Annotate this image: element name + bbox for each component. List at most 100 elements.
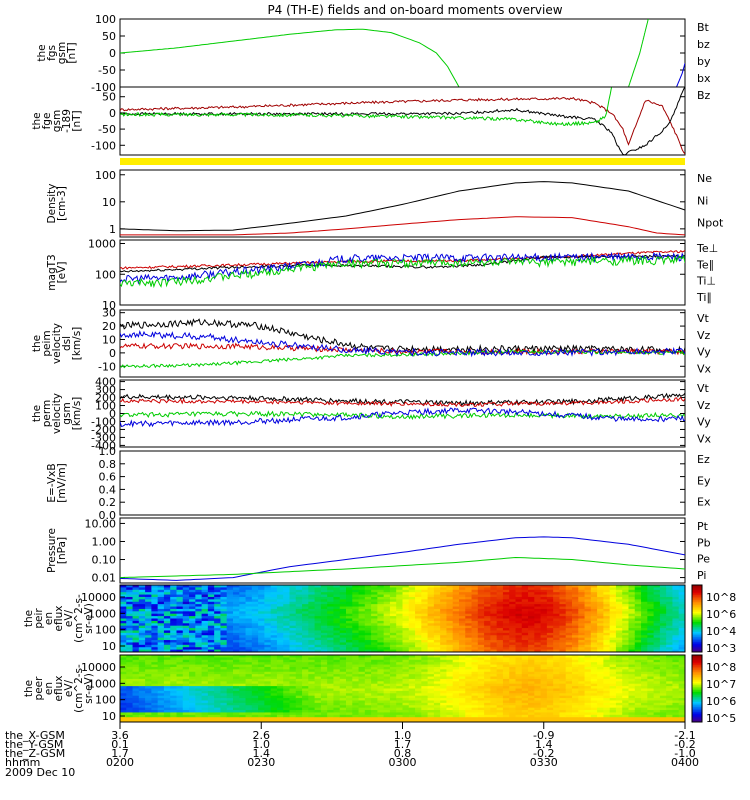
spectrogram-cell [295,719,303,723]
spectrogram-cell [490,611,498,615]
spectrogram-cell [572,688,579,692]
spectrogram-cell [609,606,617,610]
spectrogram-cell [176,719,184,723]
spectrogram-cell [465,630,473,634]
spectrogram-cell [559,671,567,675]
spectrogram-cell [346,649,353,653]
spectrogram-cell [189,585,196,588]
spectrogram-cell [170,608,177,612]
spectrogram-cell [415,589,422,593]
spectrogram-cell [672,637,680,641]
spectrogram-cell [207,599,215,603]
spectrogram-cell [239,596,247,600]
spectrogram-cell [603,649,611,653]
spectrogram-cell [446,637,454,641]
spectrogram-cell [214,671,221,675]
spectrogram-cell [427,644,435,648]
spectrogram-cell [584,705,592,709]
spectrogram-cell [270,620,278,624]
spectrogram-cell [534,662,542,666]
spectrogram-cell [565,594,573,598]
spectrogram-cell [628,649,636,653]
spectrogram-cell [195,640,203,643]
spectrogram-cell [364,630,372,634]
spectrogram-cell [120,683,127,687]
spectrogram-cell [659,630,667,634]
spectrogram-cell [195,710,203,713]
spectrogram-cell [371,678,378,682]
spectrogram-cell [597,659,604,663]
spectrogram-cell [615,647,623,651]
spectrogram-cell [509,710,516,713]
panel-vperp1: 3020100-10thepeimvelocitydsl[km/s]VtVzVy… [31,307,712,378]
spectrogram-cell [597,695,604,699]
spectrogram-cell [170,664,177,668]
spectrogram-cell [289,585,297,588]
spectrogram-cell [339,618,347,622]
spectrogram-cell [258,618,265,622]
spectrogram-cell [459,659,466,663]
spectrogram-cell [540,690,548,694]
spectrogram-cell [308,601,316,605]
spectrogram-cell [415,625,422,629]
spectrogram-cell [145,662,152,666]
spectrogram-cell [126,695,134,699]
spectrogram-cell [176,642,184,646]
spectrogram-cell [346,601,353,605]
spectrogram-cell [251,601,259,605]
spectrogram-cell [427,674,435,678]
spectrogram-cell [145,688,152,692]
spectrogram-cell [534,705,542,709]
spectrogram-cell [553,702,560,706]
spectrogram-cell [440,698,447,701]
spectrogram-cell [402,611,410,615]
spectrogram-cell [233,628,240,631]
spectrogram-cell [597,613,604,617]
spectrogram-cell [308,635,316,639]
y-axis-label: the [31,335,43,352]
spectrogram-cell [446,674,454,678]
spectrogram-cell [308,642,316,646]
spectrogram-cell [471,635,479,639]
spectrogram-cell [427,719,435,723]
spectrogram-cell [496,707,504,711]
spectrogram-cell [553,681,560,685]
spectrogram-cell [578,623,586,627]
spectrogram-cell [120,637,127,641]
spectrogram-cell [446,644,454,648]
spectrogram-cell [176,585,184,588]
spectrogram-cell [546,635,554,639]
spectrogram-cell [446,702,454,706]
spectrogram-cell [427,640,435,643]
spectrogram-cell [302,640,309,643]
spectrogram-cell [352,695,360,699]
spectrogram-cell [283,625,290,629]
spectrogram-cell [302,628,309,631]
spectrogram-cell [270,642,278,646]
spectrogram-cell [352,589,360,593]
spectrogram-cell [207,693,215,697]
spectrogram-cell [396,632,403,636]
spectrogram-cell [377,674,385,678]
spectrogram-cell [534,644,542,648]
spectrogram-cell [189,587,196,591]
spectrogram-cell [258,676,265,680]
spectrogram-cell [308,669,316,673]
spectrogram-cell [634,608,642,612]
spectrogram-cell [565,585,573,588]
spectrogram-cell [490,644,498,648]
spectrogram-cell [126,625,134,629]
series-by [120,28,460,87]
spectrogram-cell [396,589,403,593]
spectrogram-cell [214,635,221,639]
series-ti_par [120,254,685,289]
spectrogram-cell [157,707,165,711]
spectrogram-cell [597,620,604,624]
spectrogram-cell [239,712,247,716]
spectrogram-cell [302,630,309,634]
spectrogram-cell [295,606,303,610]
spectrogram-cell [396,647,403,651]
spectrogram-cell [653,637,661,641]
spectrogram-cell [314,662,322,666]
spectrogram-cell [634,642,642,646]
